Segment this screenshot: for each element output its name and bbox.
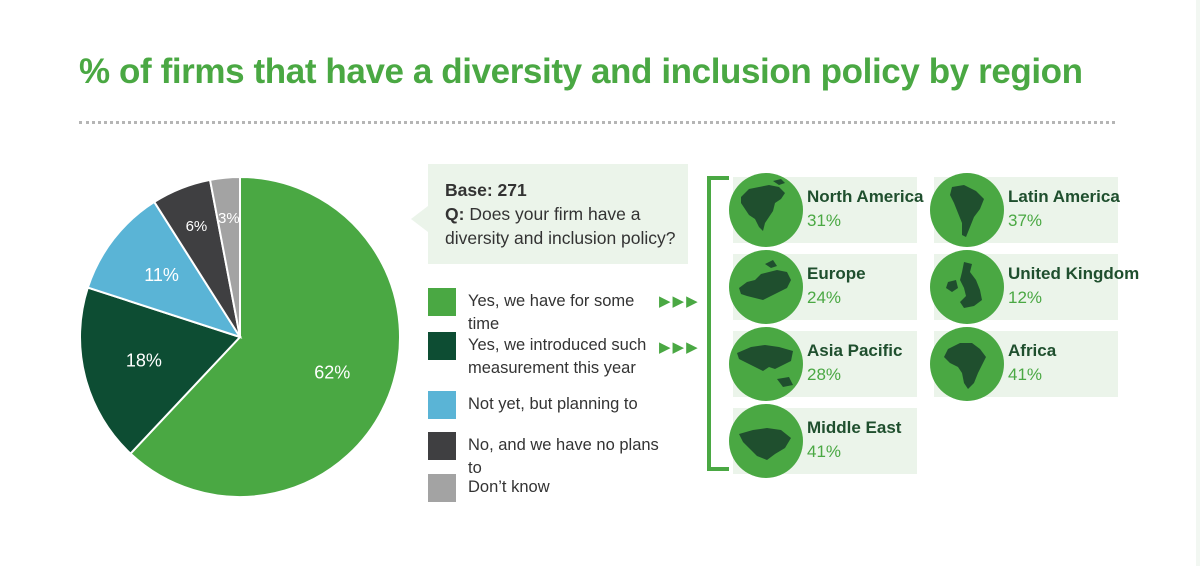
legend-swatch [428, 391, 456, 419]
legend-label: Don’t know [468, 478, 550, 496]
latin-america-map-icon [950, 185, 984, 237]
legend-label: No, and we have no plans to [468, 436, 659, 477]
pie-slice-2 [86, 200, 243, 339]
edge-strip [1196, 0, 1200, 566]
legend-label: Yes, we have for some time [468, 292, 635, 333]
region-card-united-kingdom: United Kingdom 12% [930, 250, 1139, 324]
region-card-europe: Europe 24% [729, 250, 917, 324]
region-value: 37% [1008, 211, 1043, 230]
region-card-north-america: North America 31% [729, 173, 924, 247]
question-text-line2: diversity and inclusion policy? [445, 228, 676, 248]
region-name: Latin America [1008, 187, 1120, 206]
africa-map-icon [944, 343, 986, 389]
pie-data-label: 3% [218, 210, 240, 227]
legend-swatch [428, 288, 456, 316]
legend-label: Yes, we introduced such measurement this… [468, 336, 647, 377]
legend-swatch [428, 332, 456, 360]
pie-slice-0 [129, 175, 401, 498]
region-name: North America [807, 187, 924, 206]
pie-slice-4 [208, 175, 241, 338]
region-value: 24% [807, 288, 842, 307]
pie-data-label: 62% [314, 362, 350, 382]
asia-pacific-map-icon [737, 345, 793, 387]
region-value: 31% [807, 211, 842, 230]
pie-data-label: 6% [186, 218, 208, 235]
region-value: 28% [807, 365, 842, 384]
region-name: Asia Pacific [807, 341, 903, 360]
question-text-line1: Does your firm have a [469, 204, 641, 224]
question-box: Base: 271 Q: Does your firm have a diver… [411, 164, 688, 264]
pie-slice-1 [79, 286, 242, 456]
chart-title: % of firms that have a diversity and inc… [79, 52, 1083, 91]
dotted-divider [79, 121, 1115, 124]
region-bracket [707, 176, 729, 471]
region-card-africa: Africa 41% [930, 327, 1118, 401]
arrow-icon: ▶▶▶ [659, 293, 700, 310]
legend-swatch [428, 432, 456, 460]
europe-map-icon [739, 260, 791, 300]
legend-label: Not yet, but planning to [468, 395, 638, 413]
q-prefix: Q: [445, 204, 465, 224]
arrow-icon: ▶▶▶ [659, 339, 700, 356]
middle-east-map-icon [739, 428, 791, 460]
legend-swatch [428, 474, 456, 502]
united-kingdom-map-icon [946, 262, 982, 308]
region-name: Middle East [807, 418, 902, 437]
region-value: 41% [807, 442, 842, 461]
north-america-map-icon [741, 179, 785, 231]
pie-data-label: 11% [144, 265, 179, 285]
pie-chart: 62% 18% 11% 6% 3% [79, 175, 401, 498]
base-label: Base: 271 [445, 180, 527, 200]
region-value: 12% [1008, 288, 1043, 307]
pie-data-label: 18% [126, 350, 162, 370]
region-card-latin-america: Latin America 37% [930, 173, 1120, 247]
region-value: 41% [1008, 365, 1043, 384]
region-name: Europe [807, 264, 866, 283]
region-card-asia-pacific: Asia Pacific 28% [729, 327, 917, 401]
region-name: United Kingdom [1008, 264, 1140, 283]
region-name: Africa [1008, 341, 1057, 360]
region-card-middle-east: Middle East 41% [729, 404, 917, 478]
